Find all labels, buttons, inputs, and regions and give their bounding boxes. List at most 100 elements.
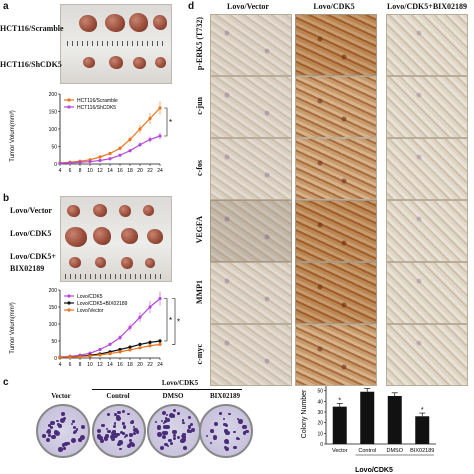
colony-dot: [107, 413, 110, 416]
colony-dot: [111, 437, 116, 442]
colony-dot: [163, 420, 167, 424]
colony-dot: [154, 421, 157, 424]
bar: [360, 391, 375, 444]
data-point: [118, 347, 122, 352]
ihc-image-cmyc-vector: [210, 324, 292, 386]
colony-dot: [224, 423, 228, 428]
colony-dot: [46, 438, 51, 443]
tumor: [155, 57, 166, 68]
colony-dot: [114, 413, 117, 416]
colony-dot: [48, 424, 51, 427]
tumor: [83, 57, 95, 68]
colony-dot: [161, 434, 167, 440]
x-tick-label: BIX02189: [410, 448, 434, 454]
colony-dot: [157, 432, 162, 438]
colony-dot: [227, 412, 231, 416]
tumor: [143, 205, 154, 216]
colony-dot: [165, 417, 171, 423]
row-label-lovo-vector: Lovo/Vector: [10, 206, 52, 215]
colony-dot: [161, 410, 167, 416]
colony-dot: [182, 446, 187, 450]
colony-dish-bix02189: [199, 404, 253, 458]
colony-dot: [106, 427, 109, 430]
data-point: [148, 340, 152, 344]
colony-dot: [182, 419, 185, 422]
ihc-image-cfos-vector: [210, 138, 292, 200]
colony-dish-control: [92, 404, 146, 458]
y-tick-label: 40: [317, 399, 323, 405]
colony-dot: [132, 426, 135, 429]
colony-dot: [112, 433, 118, 438]
legend-marker: [67, 301, 71, 305]
colony-dot: [63, 441, 68, 446]
colony-dot: [213, 422, 218, 427]
colony-dot: [66, 441, 70, 446]
colony-dot: [50, 426, 53, 429]
colony-dot: [209, 441, 212, 444]
colony-dot: [127, 412, 130, 416]
bar: [332, 406, 347, 444]
colony-dot: [186, 429, 191, 433]
colony-dot: [111, 430, 117, 436]
y-tick-label: 200: [49, 92, 58, 98]
data-point: [108, 151, 112, 156]
colony-dot: [70, 423, 73, 426]
data-point: [158, 342, 162, 346]
colony-dot: [73, 429, 78, 434]
y-tick-label: 150: [49, 110, 58, 116]
colony-dot: [101, 423, 105, 427]
colony-dot: [177, 435, 181, 439]
significance-bracket: [172, 298, 176, 345]
panel-label-d: d: [188, 1, 195, 12]
colony-group-label: Lovo/CDK5: [161, 379, 199, 387]
colony-dot: [99, 439, 104, 443]
colony-dot: [237, 437, 241, 441]
significance-star: *: [169, 118, 172, 127]
colony-dot: [48, 433, 52, 437]
colony-dot: [181, 437, 185, 440]
x-tick-label: 16: [117, 362, 123, 368]
legend-entry: Lovo/Vector: [77, 308, 104, 314]
data-point: [128, 345, 132, 349]
colony-dot: [156, 425, 162, 431]
colony-dot: [119, 430, 124, 435]
data-point: [88, 354, 92, 358]
significance-star: *: [169, 316, 172, 325]
ihc-image-vegfa-cdk5: [295, 200, 377, 262]
colony-dot: [168, 438, 173, 443]
tumor-growth-chart-a: Tumor Volum(mm³) 4 6 8 10 12 14 16 18 20 22 24 0 50 1…: [10, 92, 172, 174]
y-tick-label: 50: [51, 145, 57, 151]
ihc-image-cjun-bix: [386, 76, 468, 138]
y-tick-label: 0: [320, 442, 323, 448]
x-tick-label: 18: [127, 168, 133, 174]
marker-label-perk5: p-ERK5 (T732): [194, 17, 204, 71]
colony-dot: [80, 424, 86, 430]
x-tick-label: 8: [79, 168, 82, 174]
legend-marker: [67, 98, 71, 102]
colony-dot: [107, 429, 111, 434]
ihc-image-perk5-vector: [210, 14, 292, 76]
data-point: [108, 157, 112, 161]
x-tick-label: 20: [137, 362, 143, 368]
colony-dot: [79, 439, 83, 443]
colony-dot: [53, 430, 58, 435]
data-point: [118, 336, 122, 340]
colony-dot: [190, 423, 194, 427]
colony-dot: [159, 445, 165, 451]
panel-label-c: c: [3, 377, 9, 388]
colony-dot: [105, 433, 109, 438]
colony-dot: [172, 434, 176, 438]
colony-dot: [50, 420, 55, 426]
tumor-photo-a: [60, 4, 172, 84]
legend-marker: [67, 105, 71, 109]
y-tick-label: 10: [317, 431, 323, 437]
ruler: [65, 274, 165, 279]
bar: [415, 416, 430, 444]
ihc-image-mmp1-bix: [386, 262, 468, 324]
ihc-image-cfos-bix: [386, 138, 468, 200]
ihc-image-cjun-vector: [210, 76, 292, 138]
x-tick-label: 12: [97, 362, 103, 368]
ruler: [67, 41, 165, 46]
x-tick-label: 24: [157, 168, 163, 174]
marker-cell-cfos: c-fos: [190, 138, 208, 198]
